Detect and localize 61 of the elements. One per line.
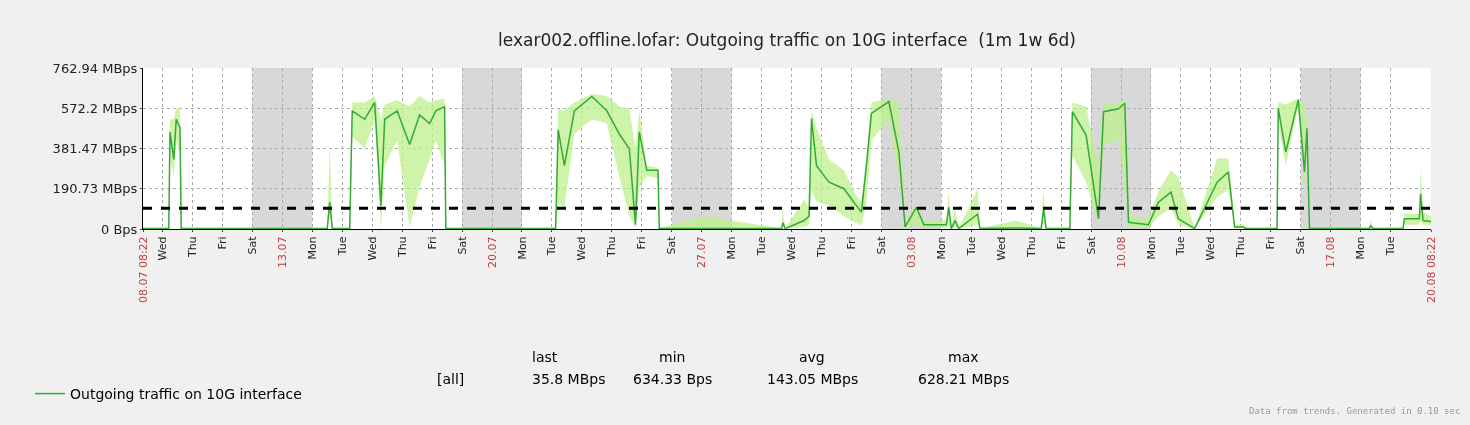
x-tick-label: Tue — [1174, 236, 1188, 257]
x-tick-label: Sat — [1294, 235, 1308, 255]
text: min — [659, 349, 686, 365]
x-tick-label: Tue — [964, 236, 978, 257]
y-tick-label: 762.94 MBps — [52, 60, 138, 76]
x-tick-label: Wed — [1204, 236, 1218, 261]
x-tick-label: Tue — [755, 236, 769, 257]
x-tick-label: Wed — [156, 236, 170, 261]
x-tick-label: Mon — [305, 236, 319, 260]
text: last — [532, 349, 558, 365]
x-tick-label: 10.08 — [1114, 236, 1128, 268]
x-tick-label: 13.07 — [275, 236, 289, 268]
x-tick-label: Tue — [545, 236, 559, 257]
text: 634.33 Bps — [633, 371, 713, 387]
x-tick-label: Fri — [425, 236, 439, 250]
x-tick-label: Tue — [1384, 236, 1398, 257]
y-tick-label: 572.2 MBps — [60, 100, 138, 116]
x-tick-label: Sat — [874, 235, 888, 255]
x-tick-label: Sat — [455, 235, 469, 255]
y-tick-label: 0 Bps — [101, 221, 138, 237]
x-tick-label: Thu — [395, 236, 409, 259]
text: max — [948, 349, 979, 365]
x-tick-label: Fri — [845, 236, 859, 250]
x-tick-label: 27.07 — [695, 236, 709, 268]
x-tick-label: Thu — [1024, 236, 1038, 259]
text: 628.21 MBps — [918, 371, 1010, 387]
x-tick-label: Mon — [515, 236, 529, 260]
x-tick-label: Wed — [575, 236, 589, 261]
x-tick-label: Fri — [1264, 236, 1278, 250]
x-tick-label: Thu — [815, 236, 829, 259]
x-tick-label: Sat — [665, 235, 679, 255]
text: 35.8 MBps — [532, 371, 606, 387]
x-tick-label: 17.08 — [1324, 236, 1338, 268]
text: [all] — [437, 371, 465, 387]
x-tick-label: Fri — [215, 236, 229, 250]
x-tick-label: Fri — [635, 236, 649, 250]
x-tick-label: Wed — [365, 236, 379, 261]
x-tick-label: Thu — [186, 236, 200, 259]
text: 143.05 MBps — [767, 371, 859, 387]
y-tick-label: 381.47 MBps — [52, 141, 138, 157]
x-tick-label: Thu — [1234, 236, 1248, 259]
x-tick-label: Sat — [1084, 235, 1098, 255]
x-tick-label: Mon — [725, 236, 739, 260]
x-tick-label: Mon — [934, 236, 948, 260]
x-tick-label: Sat — [245, 235, 259, 255]
x-tick-label: Thu — [605, 236, 619, 259]
x-tick-label: 03.08 — [904, 236, 918, 268]
x-tick-label: Wed — [785, 236, 799, 261]
legend-label: Outgoing traffic on 10G interface — [70, 386, 302, 403]
y-tick-label: 190.73 MBps — [52, 181, 138, 197]
x-tick-label: Mon — [1354, 236, 1368, 260]
x-tick-label: Fri — [1054, 236, 1068, 250]
x-tick-label: 08.07 08:22 — [136, 236, 150, 304]
chart-title: lexar002.offline.lofar: Outgoing traffic on 10G interface (1m 1w 6d) — [498, 29, 1076, 50]
text: Data from trends. Generated in 0.10 sec — [1249, 406, 1461, 416]
text: avg — [799, 349, 825, 365]
x-tick-label: 20.08 08:22 — [1424, 236, 1438, 304]
x-tick-label: Mon — [1144, 236, 1158, 260]
x-tick-label: Tue — [335, 236, 349, 257]
x-tick-label: Wed — [994, 236, 1008, 261]
x-tick-label: 20.07 — [485, 236, 499, 268]
